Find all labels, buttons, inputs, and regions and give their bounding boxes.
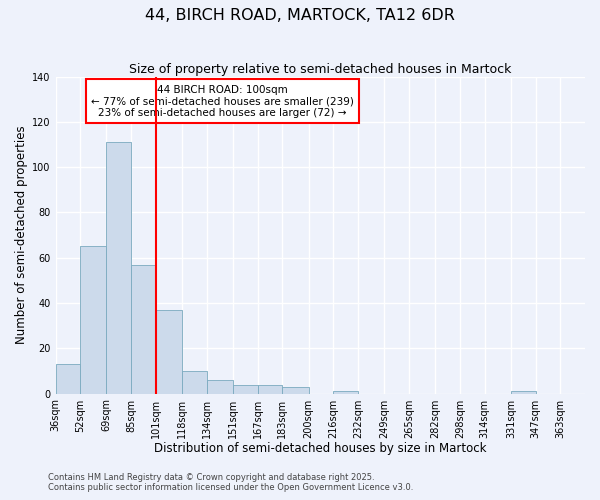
Bar: [283, 387, 308, 394]
Bar: [80, 246, 106, 394]
Bar: [156, 310, 182, 394]
Text: 44, BIRCH ROAD, MARTOCK, TA12 6DR: 44, BIRCH ROAD, MARTOCK, TA12 6DR: [145, 8, 455, 22]
Bar: [56, 364, 80, 394]
Title: Size of property relative to semi-detached houses in Martock: Size of property relative to semi-detach…: [129, 62, 511, 76]
Bar: [511, 392, 536, 394]
Y-axis label: Number of semi-detached properties: Number of semi-detached properties: [15, 126, 28, 344]
X-axis label: Distribution of semi-detached houses by size in Martock: Distribution of semi-detached houses by …: [154, 442, 487, 455]
Bar: [334, 392, 358, 394]
Bar: [258, 384, 283, 394]
Bar: [131, 264, 156, 394]
Bar: [182, 371, 207, 394]
Text: 44 BIRCH ROAD: 100sqm
← 77% of semi-detached houses are smaller (239)
23% of sem: 44 BIRCH ROAD: 100sqm ← 77% of semi-deta…: [91, 84, 354, 118]
Bar: [233, 384, 258, 394]
Text: Contains HM Land Registry data © Crown copyright and database right 2025.
Contai: Contains HM Land Registry data © Crown c…: [48, 473, 413, 492]
Bar: [106, 142, 131, 394]
Bar: [207, 380, 233, 394]
